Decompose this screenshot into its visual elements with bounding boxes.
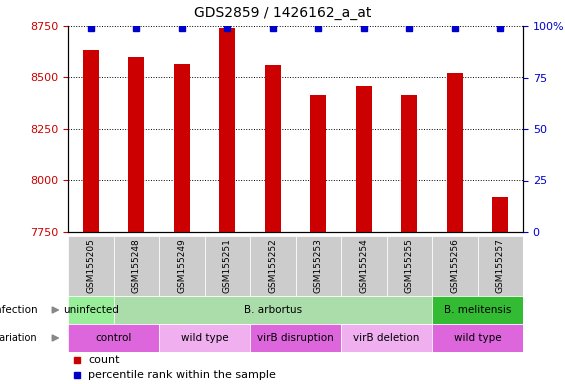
Bar — [492, 197, 508, 232]
Bar — [114, 236, 159, 296]
Bar — [432, 296, 523, 324]
Bar — [68, 324, 159, 352]
Text: GSM155256: GSM155256 — [450, 238, 459, 293]
Text: genotype/variation: genotype/variation — [0, 333, 37, 343]
Text: GSM155253: GSM155253 — [314, 238, 323, 293]
Text: control: control — [95, 333, 132, 343]
Bar — [68, 236, 114, 296]
Bar — [432, 324, 523, 352]
Text: percentile rank within the sample: percentile rank within the sample — [89, 369, 276, 379]
Bar — [159, 236, 205, 296]
Bar — [341, 236, 386, 296]
Bar — [477, 236, 523, 296]
Bar — [83, 50, 99, 232]
Bar — [205, 236, 250, 296]
Text: GSM155205: GSM155205 — [86, 238, 95, 293]
Text: GSM155254: GSM155254 — [359, 238, 368, 293]
Text: B. melitensis: B. melitensis — [444, 305, 511, 315]
Bar — [401, 95, 417, 232]
Bar — [265, 65, 281, 232]
Text: GSM155257: GSM155257 — [496, 238, 505, 293]
Text: GSM155251: GSM155251 — [223, 238, 232, 293]
Bar — [310, 95, 326, 232]
Bar — [219, 28, 235, 232]
Text: virB deletion: virB deletion — [353, 333, 420, 343]
Text: GSM155249: GSM155249 — [177, 238, 186, 293]
Text: count: count — [89, 356, 120, 366]
Text: uninfected: uninfected — [63, 305, 119, 315]
Bar — [250, 236, 295, 296]
Text: B. arbortus: B. arbortus — [244, 305, 302, 315]
Bar — [356, 86, 372, 232]
Bar — [114, 296, 432, 324]
Bar — [128, 57, 144, 232]
Text: GDS2859 / 1426162_a_at: GDS2859 / 1426162_a_at — [194, 6, 371, 20]
Bar — [432, 236, 477, 296]
Text: virB disruption: virB disruption — [257, 333, 334, 343]
Bar — [174, 64, 190, 232]
Bar — [159, 324, 250, 352]
Bar — [295, 236, 341, 296]
Text: wild type: wild type — [454, 333, 501, 343]
Bar — [447, 73, 463, 232]
Text: GSM155255: GSM155255 — [405, 238, 414, 293]
Text: wild type: wild type — [181, 333, 228, 343]
Bar — [341, 324, 432, 352]
Text: GSM155248: GSM155248 — [132, 238, 141, 293]
Bar — [250, 324, 341, 352]
Text: GSM155252: GSM155252 — [268, 238, 277, 293]
Bar — [68, 296, 114, 324]
Text: infection: infection — [0, 305, 37, 315]
Bar — [386, 236, 432, 296]
